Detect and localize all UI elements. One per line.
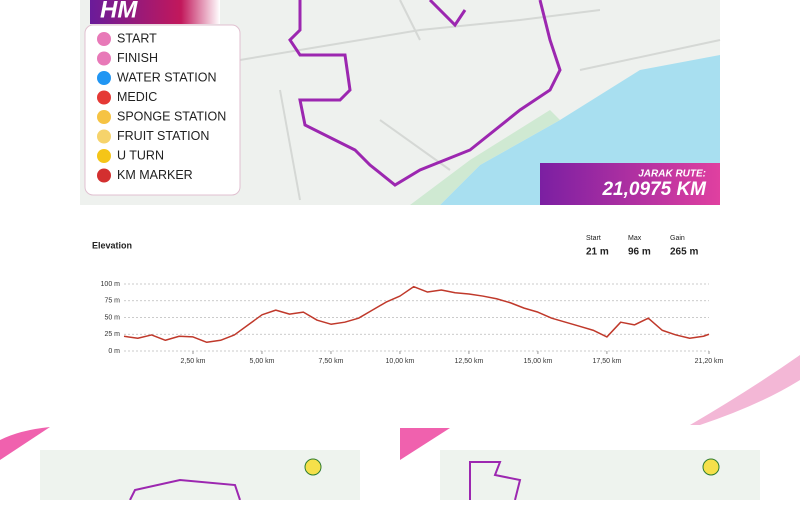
elevation-line [123, 285, 710, 344]
legend-item: KM MARKER [117, 168, 193, 182]
legend-icon [97, 110, 111, 124]
stats: Start 21 m Max 96 m Gain 265 m [586, 235, 698, 258]
chart-title: Elevation [92, 240, 132, 250]
y-tick-label: 50 m [104, 314, 120, 321]
x-tick-label: 2,50 km [181, 358, 206, 365]
decorations [0, 355, 800, 501]
x-tick-label: 21,20 km [695, 358, 724, 365]
x-tick-label: 12,50 km [455, 358, 484, 365]
stat-value: 21 m [586, 247, 609, 258]
stat-label: Gain [670, 235, 685, 242]
legend-icon [97, 71, 111, 85]
legend-item: FRUIT STATION [117, 129, 209, 143]
stat-label: Max [628, 235, 642, 242]
y-tick-label: 100 m [101, 281, 121, 288]
legend-icon [97, 90, 111, 105]
stat-value: 96 m [628, 247, 651, 258]
y-tick-label: 0 m [108, 348, 120, 355]
legend-item: SPONGE STATION [117, 109, 226, 123]
x-tick-label: 7,50 km [319, 358, 344, 365]
legend-icon [97, 149, 111, 163]
legend-item: START [117, 31, 157, 45]
distance-label: JARAK RUTE: [638, 169, 706, 180]
distance-value: 21,0975 KM [601, 179, 707, 200]
x-tick-label: 5,00 km [250, 358, 275, 365]
y-tick-label: 75 m [104, 298, 120, 305]
legend-icon [97, 168, 111, 183]
legend-title: HM [100, 0, 138, 23]
stat-value: 265 m [670, 247, 698, 258]
x-tick-label: 17,50 km [593, 358, 622, 365]
legend-icon [97, 129, 111, 144]
x-tick-label: 15,00 km [524, 358, 553, 365]
legend: START FINISH WATER STATION MEDIC SPONGE STAT… [97, 31, 226, 183]
distance-banner [540, 163, 720, 205]
y-tick-label: 25 m [104, 331, 120, 338]
legend-item: U TURN [117, 148, 164, 162]
legend-box [84, 24, 241, 196]
legend-item: FINISH [117, 51, 158, 65]
chart: 0 m 25 m 50 m 75 m 100 m 2,50 km 5,00 km 7,50 k… [101, 281, 724, 365]
x-tick-label: 10,00 km [386, 358, 415, 365]
legend-icon [97, 32, 111, 46]
stat-label: Start [586, 235, 601, 242]
legend-header [90, 0, 220, 24]
legend-item: WATER STATION [117, 70, 217, 84]
legend-icon [97, 51, 111, 66]
legend-item: MEDIC [117, 90, 157, 104]
